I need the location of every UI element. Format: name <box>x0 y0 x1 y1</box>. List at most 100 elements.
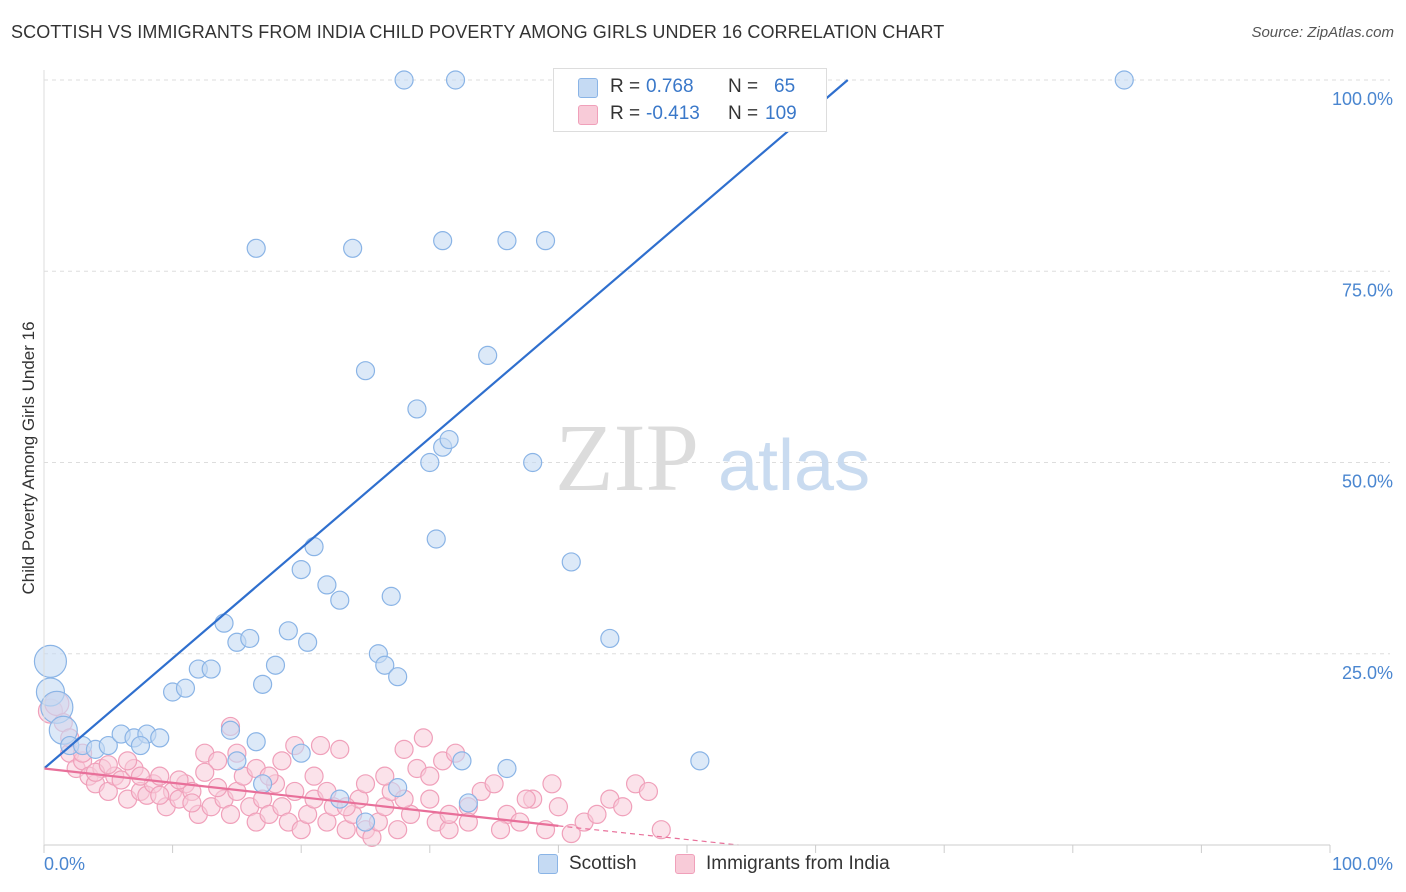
scottish-point <box>175 678 196 698</box>
scottish-point <box>535 231 556 251</box>
legend-r-value: 0.768 <box>646 76 694 97</box>
x-axis-min-label: 0.0% <box>44 854 85 874</box>
scottish-point <box>240 628 260 649</box>
india-point <box>117 751 138 771</box>
scottish-point <box>497 231 517 251</box>
source-label: Source: ZipAtlas.com <box>1251 24 1394 41</box>
stats-legend: R = 0.768 N = 65 R = -0.413 N = 109 <box>553 68 827 132</box>
india-point <box>651 820 671 840</box>
india-point <box>420 766 440 786</box>
india-point <box>484 774 504 794</box>
scottish-point <box>220 720 241 740</box>
scottish-point <box>478 345 498 365</box>
scottish-point <box>458 793 478 813</box>
india-point <box>310 735 331 756</box>
india-point <box>208 751 228 771</box>
india-point <box>330 739 350 759</box>
india-point <box>413 728 433 748</box>
legend-n-label: N = <box>728 76 759 97</box>
scottish-point <box>246 238 266 258</box>
scottish-point <box>497 758 517 779</box>
india-point <box>130 766 151 786</box>
y-tick-label: 25.0% <box>1342 663 1393 683</box>
scottish-point <box>355 812 376 832</box>
y-tick-label: 50.0% <box>1342 472 1393 492</box>
scottish-point <box>426 529 446 549</box>
scottish-point <box>375 655 395 675</box>
scottish-point <box>1114 70 1134 90</box>
scottish-point <box>214 613 234 633</box>
scottish-point <box>291 743 311 763</box>
india-point <box>587 804 607 825</box>
trend-lines <box>43 79 849 846</box>
y-tick-label: 100.0% <box>1332 89 1393 109</box>
scottish-point <box>343 238 363 258</box>
scottish-point <box>445 70 466 90</box>
india-point <box>542 774 562 794</box>
bottom-legend-swatch-scottish <box>538 854 558 874</box>
bottom-legend-label-india: Immigrants from India <box>706 853 890 874</box>
india-point <box>272 751 292 771</box>
scottish-point <box>355 361 376 381</box>
scottish-point <box>98 735 118 756</box>
scottish-point <box>227 751 247 771</box>
scottish-point <box>253 774 273 794</box>
india-point <box>458 812 478 832</box>
scottish-point <box>330 590 350 610</box>
scottish-point <box>130 735 151 756</box>
india-point <box>150 785 170 805</box>
bottom-legend-label-scottish: Scottish <box>569 853 637 874</box>
india-point <box>195 762 215 782</box>
scottish-point <box>561 552 581 572</box>
scottish-trend-line <box>43 79 849 770</box>
scottish-point <box>420 452 440 473</box>
scottish-point <box>33 644 68 679</box>
scottish-point <box>394 70 414 90</box>
scottish-point <box>201 659 221 679</box>
scottish-point <box>150 728 170 748</box>
india-trend-line <box>43 767 559 827</box>
india-point <box>182 793 202 813</box>
axes <box>43 70 1331 853</box>
india-point <box>220 804 241 825</box>
watermark-atlas: atlas <box>718 426 870 506</box>
watermark: ZIP atlas <box>555 404 870 511</box>
scottish-point <box>278 621 298 641</box>
scottish-point <box>523 452 543 473</box>
legend-swatch-india <box>578 105 598 125</box>
india-trend-extension <box>558 825 739 846</box>
scottish-point <box>381 586 401 606</box>
india-point <box>355 774 376 794</box>
india-points <box>37 690 671 847</box>
chart-title: SCOTTISH VS IMMIGRANTS FROM INDIA CHILD … <box>11 22 945 42</box>
bottom-legend-swatch-india <box>675 854 695 874</box>
india-point <box>394 739 414 759</box>
scottish-point <box>690 751 710 771</box>
legend-swatch-scottish <box>578 78 598 98</box>
india-point <box>638 781 659 802</box>
scottish-point <box>298 632 318 652</box>
gridlines: 25.0% 50.0% 75.0% 100.0% <box>44 79 1393 683</box>
legend-r-label: R = <box>610 103 641 124</box>
india-point <box>111 770 131 790</box>
scottish-point <box>600 628 620 649</box>
scottish-point <box>330 789 350 809</box>
legend-n-value: 109 <box>765 103 797 124</box>
watermark-zip: ZIP <box>555 404 699 511</box>
legend-n-value: 65 <box>774 76 796 97</box>
scottish-point <box>304 537 324 557</box>
scottish-point <box>246 732 266 752</box>
scottish-point <box>317 575 337 595</box>
india-point <box>169 770 189 790</box>
india-point <box>516 789 536 809</box>
scottish-point <box>433 231 453 251</box>
legend-r-value: -0.413 <box>646 103 700 124</box>
scottish-point <box>291 559 311 580</box>
india-point <box>304 766 324 786</box>
scottish-point <box>439 429 459 450</box>
scottish-point <box>388 667 408 687</box>
india-point <box>98 755 118 775</box>
y-axis-label: Child Poverty Among Girls Under 16 <box>19 321 38 594</box>
india-point <box>548 797 569 817</box>
